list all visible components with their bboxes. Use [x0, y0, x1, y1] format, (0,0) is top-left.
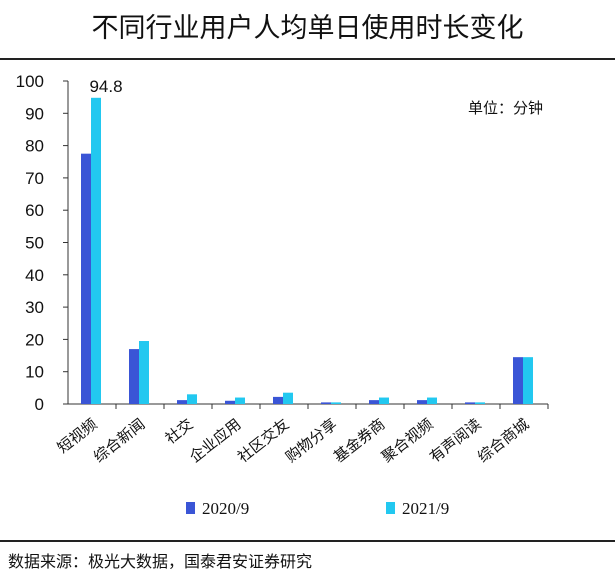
bar	[321, 402, 331, 404]
bar	[379, 397, 389, 404]
x-category-label: 综合商城	[474, 415, 532, 466]
bar	[331, 402, 341, 404]
x-category-label: 有声阅读	[426, 415, 484, 466]
y-tick-label: 30	[25, 298, 44, 317]
bar	[177, 400, 187, 404]
y-tick-label: 40	[25, 266, 44, 285]
y-tick-label: 100	[16, 72, 44, 91]
unit-label: 单位：分钟	[468, 99, 543, 117]
bar	[475, 402, 485, 404]
bar	[91, 97, 101, 405]
bar	[417, 400, 427, 404]
bar	[129, 349, 139, 404]
y-tick-label: 70	[25, 169, 44, 188]
bar	[523, 357, 533, 404]
x-category-label: 企业应用	[186, 415, 244, 466]
bar	[513, 357, 523, 404]
bar	[187, 394, 197, 404]
bar	[81, 153, 91, 404]
y-tick-label: 60	[25, 201, 44, 220]
legend-swatch	[186, 502, 195, 514]
y-tick-label: 10	[25, 363, 44, 382]
y-tick-label: 80	[25, 137, 44, 156]
bar	[427, 397, 437, 404]
y-tick-label: 90	[25, 104, 44, 123]
y-tick-label: 20	[25, 330, 44, 349]
bar	[273, 396, 283, 404]
x-category-label: 社区交友	[234, 415, 292, 466]
chart-title: 不同行业用户人均单日使用时长变化	[91, 13, 524, 44]
bar	[369, 400, 379, 404]
legend-label: 2021/9	[402, 499, 449, 518]
x-category-label: 聚合视频	[378, 415, 436, 466]
data-label: 94.8	[89, 77, 122, 96]
bar	[235, 397, 245, 404]
source-divider	[0, 540, 615, 542]
legend-label: 2020/9	[202, 499, 249, 518]
bar	[139, 341, 149, 404]
x-category-label: 购物分享	[282, 415, 340, 466]
x-category-label: 综合新闻	[90, 415, 148, 466]
legend-swatch	[386, 502, 395, 514]
x-category-label: 社交	[162, 415, 197, 448]
y-tick-label: 50	[25, 234, 44, 253]
bar	[465, 402, 475, 404]
bar	[283, 392, 293, 404]
bar	[225, 400, 235, 404]
source-note: 数据来源：极光大数据，国泰君安证券研究	[8, 552, 313, 571]
title-divider	[0, 58, 615, 60]
y-tick-label: 0	[35, 395, 44, 414]
x-category-label: 基金券商	[330, 415, 388, 466]
